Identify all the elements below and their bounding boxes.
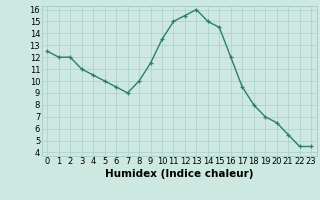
X-axis label: Humidex (Indice chaleur): Humidex (Indice chaleur): [105, 169, 253, 179]
